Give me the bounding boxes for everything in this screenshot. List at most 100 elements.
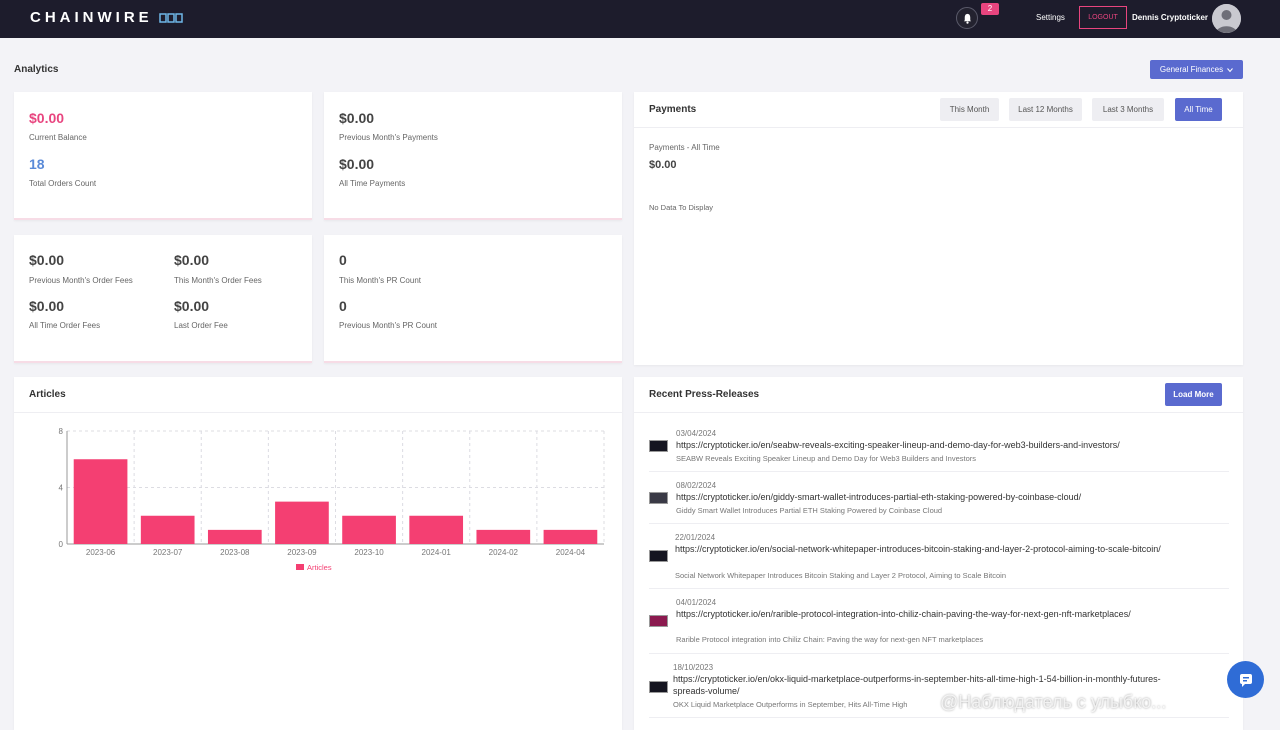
press-release-item[interactable]: 22/01/2024 https://cryptoticker.io/en/so… xyxy=(649,528,1229,589)
chart-y-tick-label: 4 xyxy=(59,484,64,493)
chart-bar[interactable] xyxy=(73,459,128,544)
chart-bar[interactable] xyxy=(275,501,329,544)
this-month-order-fees-value: $0.00 xyxy=(174,252,210,268)
bell-icon xyxy=(963,13,971,24)
press-release-description: Social Network Whitepaper Introduces Bit… xyxy=(675,571,1007,580)
payments-empty-message: No Data To Display xyxy=(649,203,714,212)
payments-card: Payments Payments - All Time $0.00 No Da… xyxy=(634,92,1243,365)
press-releases-title: Recent Press-Releases xyxy=(649,389,760,400)
this-month-order-fees-label: This Month's Order Fees xyxy=(174,276,262,285)
logo-text: CHAINWIRE xyxy=(30,9,153,26)
payments-divider xyxy=(634,127,1243,128)
payments-title: Payments xyxy=(649,104,697,115)
press-release-thumbnail xyxy=(649,492,668,504)
total-orders-value: 18 xyxy=(29,156,45,172)
tab-this-month[interactable]: This Month xyxy=(940,98,999,121)
press-release-link[interactable]: https://cryptoticker.io/en/seabw-reveals… xyxy=(676,440,1120,450)
chart-x-tick-label: 2023-09 xyxy=(287,548,317,557)
press-release-item[interactable]: 08/02/2024 https://cryptoticker.io/en/gi… xyxy=(649,476,1229,524)
notifications-button[interactable] xyxy=(956,7,978,29)
all-time-payments-label: All Time Payments xyxy=(339,179,406,188)
chart-bar[interactable] xyxy=(207,529,262,544)
dropdown-label: General Finances xyxy=(1159,65,1224,74)
chart-legend-swatch xyxy=(296,564,304,570)
press-releases-divider xyxy=(634,412,1243,413)
articles-card: Articles 0 4 8 2023-06 2023-07 2023-08 2023-09… xyxy=(14,377,622,730)
press-release-date: 04/01/2024 xyxy=(676,598,717,607)
press-release-item[interactable]: 03/04/2024 https://cryptoticker.io/en/se… xyxy=(649,424,1229,472)
press-release-date: 08/02/2024 xyxy=(676,481,717,490)
chart-x-tick-label: 2023-07 xyxy=(153,548,183,557)
chevron-down-icon xyxy=(1227,67,1233,72)
chart-y-tick-label: 8 xyxy=(59,427,64,436)
pr-count-card: 0 This Month's PR Count 0 Previous Month… xyxy=(324,235,622,363)
logout-button[interactable]: LOGOUT xyxy=(1079,6,1127,29)
articles-divider xyxy=(14,412,622,413)
chat-bubble-icon xyxy=(1239,673,1252,687)
chart-x-tick-label: 2024-02 xyxy=(489,548,519,557)
top-navbar: CHAINWIRE 2 Settings LOGOUT Dennis Crypt… xyxy=(0,0,1280,38)
tab-last-12-months[interactable]: Last 12 Months xyxy=(1009,98,1082,121)
press-releases-card: Recent Press-Releases xyxy=(634,377,1243,730)
this-month-pr-label: This Month's PR Count xyxy=(339,276,422,285)
chart-x-tick-label: 2023-06 xyxy=(86,548,116,557)
avatar[interactable] xyxy=(1212,4,1241,33)
chart-bar[interactable] xyxy=(476,529,531,544)
press-release-description: OKX Liquid Marketplace Outperforms in Se… xyxy=(673,700,908,709)
press-release-link[interactable]: https://cryptoticker.io/en/rarible-proto… xyxy=(676,609,1131,619)
chart-bar[interactable] xyxy=(409,515,464,544)
press-release-item[interactable]: 04/01/2024 https://cryptoticker.io/en/ra… xyxy=(649,593,1229,654)
balance-card: $0.00 Current Balance 18 Total Orders Co… xyxy=(14,92,312,220)
load-more-button[interactable]: Load More xyxy=(1165,383,1222,406)
prev-month-order-fees-label: Previous Month's Order Fees xyxy=(29,276,133,285)
press-release-date: 18/10/2023 xyxy=(673,663,714,672)
chart-bar[interactable] xyxy=(140,515,195,544)
order-fees-card: $0.00 Previous Month's Order Fees $0.00 … xyxy=(14,235,312,363)
current-balance-label: Current Balance xyxy=(29,133,87,142)
chart-y-tick-label: 0 xyxy=(59,540,64,549)
notification-count-badge: 2 xyxy=(981,3,999,15)
prev-month-payments-label: Previous Month's Payments xyxy=(339,133,438,142)
articles-title: Articles xyxy=(29,389,66,400)
chart-legend-label: Articles xyxy=(307,563,332,572)
all-time-order-fees-label: All Time Order Fees xyxy=(29,321,101,330)
press-release-description: Giddy Smart Wallet Introduces Partial ET… xyxy=(676,506,943,515)
press-release-item[interactable]: 18/10/2023 https://cryptoticker.io/en/ok… xyxy=(649,658,1229,718)
payments-summary-card: $0.00 Previous Month's Payments $0.00 Al… xyxy=(324,92,622,220)
press-release-thumbnail xyxy=(649,681,668,693)
tab-last-3-months[interactable]: Last 3 Months xyxy=(1092,98,1164,121)
chart-bar[interactable] xyxy=(342,515,396,544)
prev-month-order-fees-value: $0.00 xyxy=(29,252,65,268)
press-release-date: 03/04/2024 xyxy=(676,429,717,438)
user-avatar-icon xyxy=(1212,4,1241,33)
chart-bar[interactable] xyxy=(543,529,598,544)
user-name[interactable]: Dennis Cryptoticker xyxy=(1132,13,1209,22)
all-time-payments-value: $0.00 xyxy=(339,156,375,172)
articles-bar-chart: 0 4 8 2023-06 2023-07 2023-08 2023-09 2023-10 20… xyxy=(59,427,605,572)
general-finances-dropdown[interactable]: General Finances xyxy=(1150,60,1243,79)
press-release-thumbnail xyxy=(649,615,668,627)
tab-all-time[interactable]: All Time xyxy=(1175,98,1222,121)
settings-link[interactable]: Settings xyxy=(1036,13,1065,22)
press-release-link[interactable]: https://cryptoticker.io/en/giddy-smart-w… xyxy=(676,492,1082,502)
logo-mark-icon xyxy=(158,12,183,23)
press-release-link[interactable]: https://cryptoticker.io/en/social-networ… xyxy=(675,544,1161,554)
watermark-overlay: @Наблюдатель с улыбко... xyxy=(940,692,1167,712)
press-release-thumbnail xyxy=(649,440,668,452)
chart-x-tick-label: 2024-01 xyxy=(422,548,452,557)
press-release-thumbnail xyxy=(649,550,668,562)
total-orders-label: Total Orders Count xyxy=(29,179,97,188)
prev-month-pr-label: Previous Month's PR Count xyxy=(339,321,438,330)
prev-month-pr-value: 0 xyxy=(339,298,347,314)
this-month-pr-value: 0 xyxy=(339,252,347,268)
chart-x-tick-label: 2023-10 xyxy=(354,548,384,557)
press-release-description: Rarible Protocol integration into Chiliz… xyxy=(676,635,984,644)
chart-x-tick-label: 2024-04 xyxy=(556,548,586,557)
press-release-link[interactable]: https://cryptoticker.io/en/okx-liquid-ma… xyxy=(673,674,1161,696)
payments-total: $0.00 xyxy=(649,159,677,171)
last-order-fee-label: Last Order Fee xyxy=(174,321,228,330)
chat-button[interactable] xyxy=(1227,661,1264,698)
logo[interactable]: CHAINWIRE xyxy=(30,9,185,26)
press-release-date: 22/01/2024 xyxy=(675,533,716,542)
payments-subtitle: Payments - All Time xyxy=(649,143,720,152)
